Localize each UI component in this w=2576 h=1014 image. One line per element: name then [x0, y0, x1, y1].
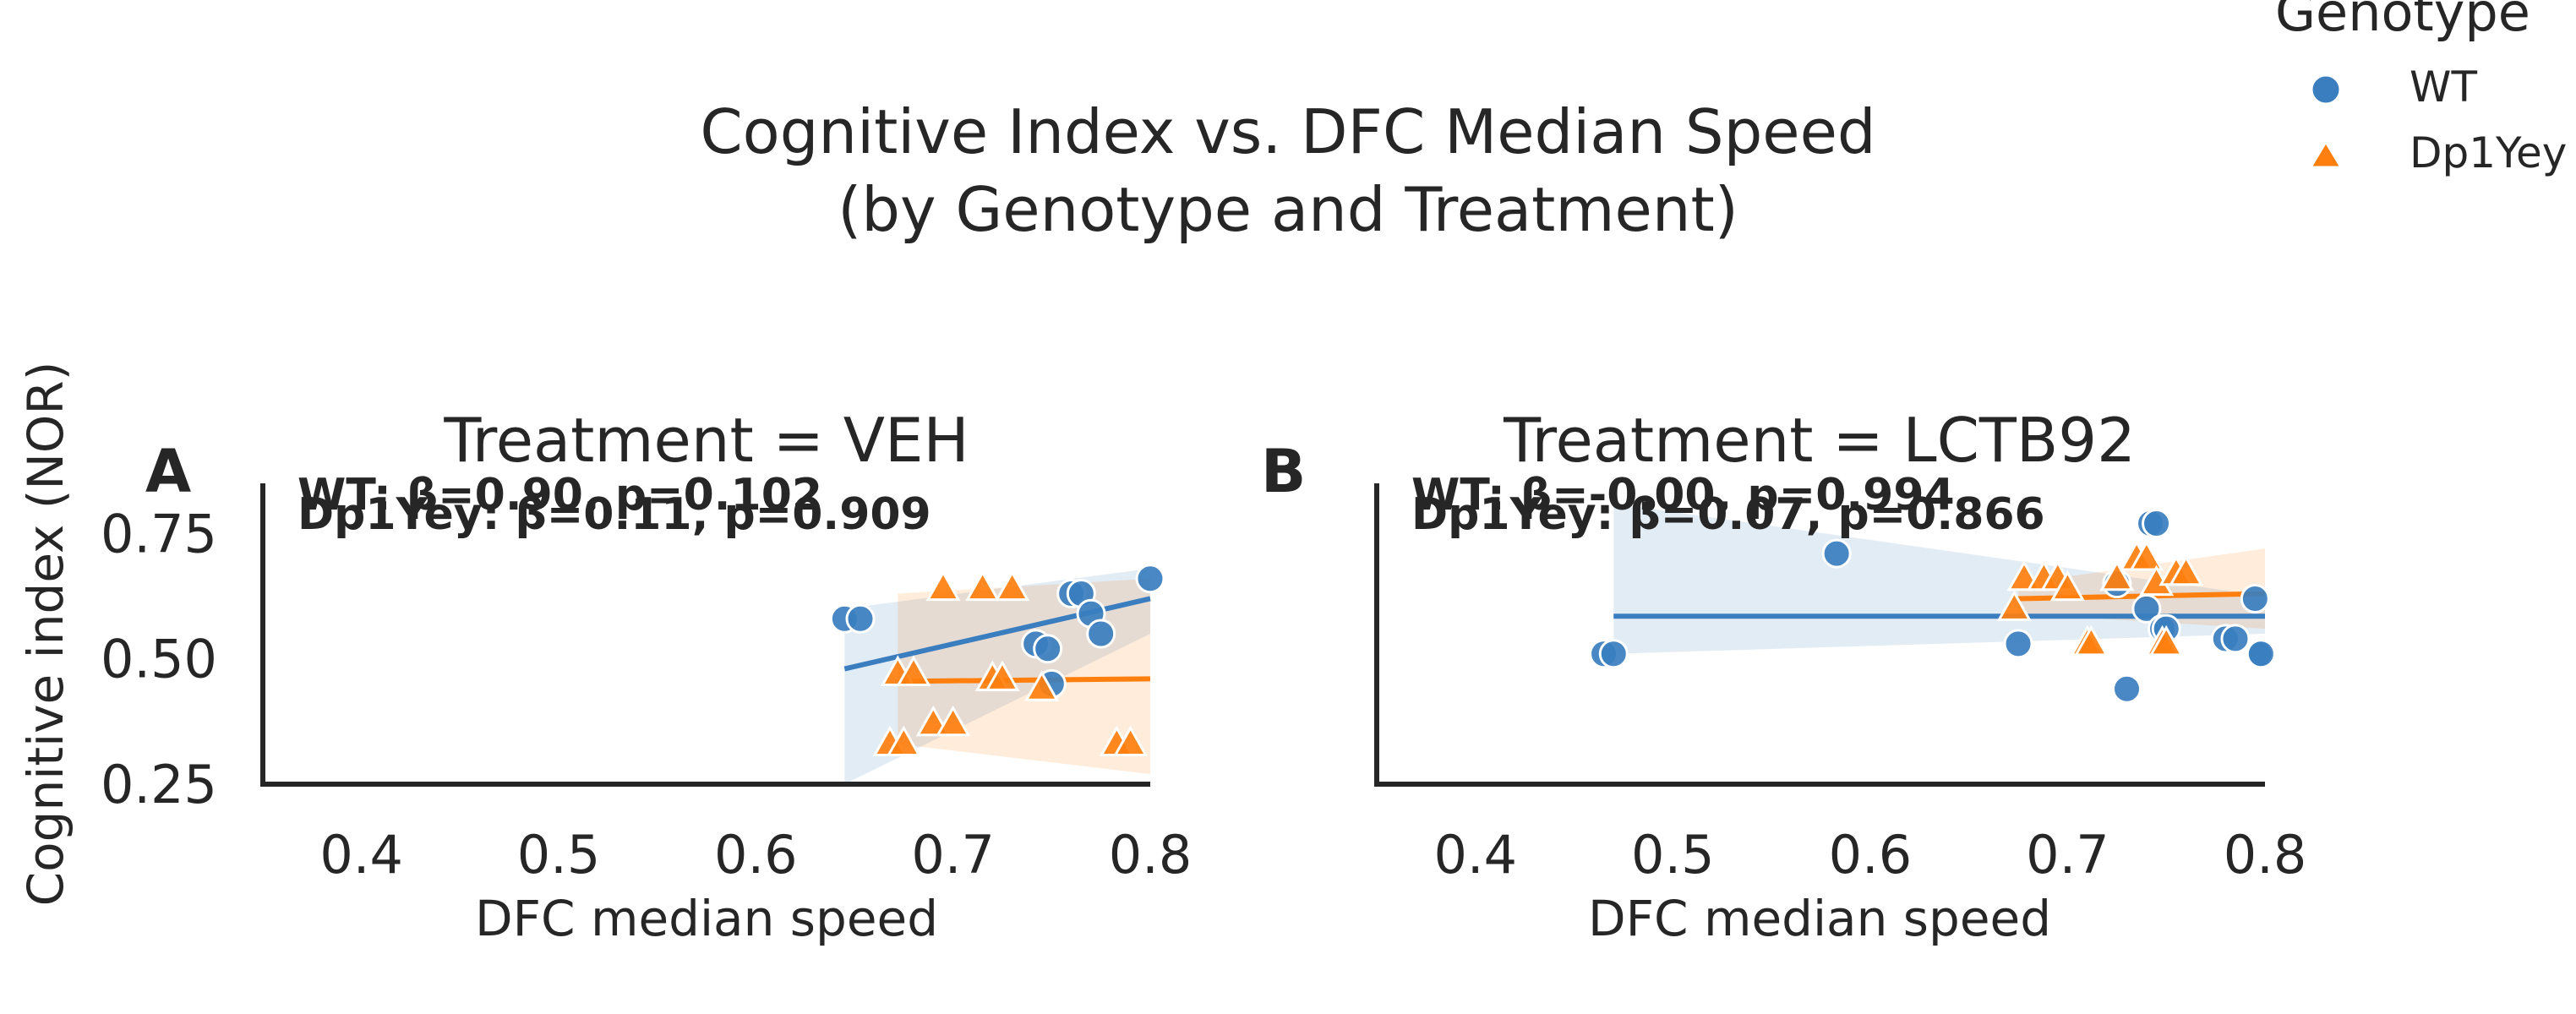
annotation-dp1yey: Dp1Yey: β=0.07, p=0.866 — [1411, 489, 2045, 540]
figure-title-line1: Cognitive Index vs. DFC Median Speed — [700, 96, 1875, 167]
legend-dp1yey-marker — [2308, 139, 2344, 169]
x-tick-label: 0.6 — [1829, 824, 1913, 886]
dp1yey-point — [1024, 670, 1060, 701]
wt-point — [2112, 673, 2142, 704]
wt-point — [1086, 619, 1116, 649]
wt-point — [1135, 564, 1165, 594]
wt-point — [845, 603, 876, 634]
legend-wt-label: WT — [2410, 63, 2477, 112]
annotation-dp1yey: Dp1Yey: β=0.11, p=0.909 — [297, 489, 931, 540]
wt-point — [2003, 629, 2033, 659]
dp1yey-point — [886, 725, 921, 757]
dp1yey-point — [925, 570, 961, 602]
dp1yey-point — [2049, 570, 2086, 602]
dp1yey-point — [1113, 725, 1149, 757]
dp1yey-point — [2129, 539, 2164, 571]
dp1yey-point — [985, 660, 1020, 691]
y-tick-label: 0.25 — [101, 754, 217, 815]
panel-veh: A Treatment = VEH 0.4 0.5 0.6 0.7 0.8 0.250.… — [101, 405, 1192, 947]
legend: Genotype WT Dp1Yey — [2275, 0, 2567, 177]
plot-area — [1589, 503, 2276, 704]
shared-y-axis-label: Cognitive index (NOR) — [17, 362, 74, 907]
x-tick-label: 0.8 — [2224, 824, 2307, 886]
dp1yey-fit-line — [898, 676, 1151, 684]
wt-point — [1033, 634, 1063, 664]
x-tick-labels: 0.4 0.5 0.6 0.7 0.8 — [1433, 824, 2306, 886]
panel-lctb92: B Treatment = LCTB92 0.4 0.5 0.6 0.7 0.8 DFC… — [1261, 405, 2306, 947]
y-tick-label: 0.75 — [101, 503, 217, 564]
x-tick-label: 0.6 — [714, 824, 798, 886]
x-tick-label: 0.5 — [1631, 824, 1715, 886]
figure-title-line2: (by Genotype and Treatment) — [838, 174, 1738, 245]
x-axis-label: DFC median speed — [475, 890, 938, 947]
y-tick-label: 0.50 — [101, 629, 217, 690]
wt-point — [2142, 508, 2172, 538]
panel-title: Treatment = LCTB92 — [1503, 405, 2136, 476]
dp1yey-point — [1996, 590, 2032, 621]
dp1yey-ci-band — [2018, 548, 2265, 630]
legend-dp1yey-label: Dp1Yey — [2410, 128, 2567, 177]
dp1yey-point — [2099, 559, 2135, 592]
legend-title: Genotype — [2275, 0, 2530, 43]
x-tick-label: 0.5 — [517, 824, 601, 886]
y-tick-labels: 0.25 0.50 0.75 — [101, 503, 217, 815]
x-axis-label: DFC median speed — [1588, 890, 2051, 947]
plot-area — [829, 564, 1165, 784]
x-tick-label: 0.8 — [1109, 824, 1192, 886]
wt-point — [2220, 624, 2251, 654]
dp1yey-point — [896, 655, 931, 686]
dp1yey-point — [936, 705, 971, 737]
x-tick-label: 0.7 — [911, 824, 995, 886]
annotation-wt: WT: β=0.90, p=0.102 — [297, 470, 822, 521]
panel-letter: B — [1261, 437, 1306, 506]
wt-point — [2240, 583, 2270, 613]
x-tick-labels: 0.4 0.5 0.6 0.7 0.8 — [319, 824, 1192, 886]
annotation-wt: WT: β=-0.00, p=0.994 — [1411, 470, 1955, 521]
dp1yey-point — [2148, 624, 2184, 657]
x-tick-label: 0.4 — [1433, 824, 1517, 886]
dp1yey-point — [995, 570, 1030, 602]
wt-point — [1598, 639, 1629, 669]
x-tick-label: 0.4 — [319, 824, 403, 886]
dp1yey-point — [2073, 624, 2109, 657]
legend-wt-marker — [2310, 74, 2342, 106]
dp1yey-point — [2169, 554, 2204, 586]
x-tick-label: 0.7 — [2026, 824, 2109, 886]
wt-point — [2246, 639, 2276, 669]
dp1yey-point — [965, 570, 1001, 602]
panel-title: Treatment = VEH — [443, 405, 969, 476]
panel-letter: A — [145, 437, 191, 506]
wt-point — [1821, 538, 1852, 569]
